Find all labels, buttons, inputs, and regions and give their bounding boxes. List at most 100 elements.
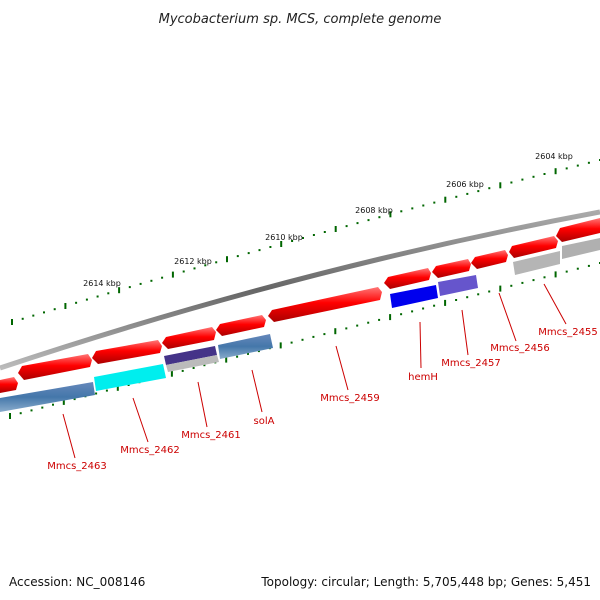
topology-text: Topology: circular; Length: 5,705,448 bp…: [260, 575, 591, 589]
minor-tick: [53, 308, 56, 311]
gene-mmcs-2462-block[interactable]: [94, 364, 166, 391]
gene-label-mmcs-2456[interactable]: Mmcs_2456: [490, 343, 550, 354]
minor-tick: [532, 279, 535, 282]
gene-sola-block[interactable]: [218, 334, 273, 359]
gene-arrow[interactable]: [556, 218, 600, 242]
minor-tick: [466, 192, 469, 195]
kbp-axis-labels: 2604 kbp 2606 kbp 2608 kbp 2610 kbp 2612…: [83, 152, 573, 288]
gene-arrow[interactable]: [471, 250, 508, 269]
gene-label-mmcs-2459[interactable]: Mmcs_2459: [320, 393, 380, 404]
minor-tick: [356, 222, 359, 225]
gene-mmcs-2461-lower[interactable]: [166, 355, 219, 372]
gene-arrow[interactable]: [92, 340, 162, 364]
leader-mmcs-2462: [132, 397, 149, 443]
minor-tick: [258, 249, 261, 252]
minor-tick: [576, 164, 579, 167]
major-tick: [499, 285, 502, 292]
gene-mmcs-2457-block[interactable]: [438, 275, 478, 296]
major-tick: [171, 271, 174, 278]
minor-tick: [19, 412, 22, 415]
gene-label-hemh[interactable]: hemH: [408, 372, 438, 383]
gene-label-mmcs-2457[interactable]: Mmcs_2457: [441, 358, 501, 369]
gene-arrow[interactable]: [0, 377, 18, 393]
minor-tick: [543, 276, 546, 279]
minor-tick: [85, 298, 88, 301]
gene-arrow[interactable]: [509, 236, 558, 258]
minor-tick: [433, 304, 436, 307]
forward-strand-genes: [0, 218, 600, 393]
minor-tick: [301, 338, 304, 341]
minor-tick: [215, 261, 218, 264]
major-tick: [280, 241, 283, 247]
minor-tick: [312, 234, 315, 236]
minor-tick: [455, 299, 458, 301]
minor-tick: [105, 389, 108, 392]
minor-tick: [323, 231, 326, 233]
genome-backbone: [0, 209, 600, 371]
minor-tick: [161, 276, 164, 279]
minor-tick: [477, 293, 480, 296]
gene-mmcs-2461-block[interactable]: [164, 346, 217, 365]
major-tick: [225, 356, 228, 363]
gene-arrow[interactable]: [268, 287, 382, 322]
gene-arrow[interactable]: [162, 327, 216, 349]
accession-text: Accession: NC_008146: [9, 575, 145, 589]
minor-tick: [345, 327, 348, 330]
minor-tick: [532, 175, 535, 178]
minor-tick: [466, 296, 469, 299]
minor-tick: [521, 281, 524, 284]
minor-tick: [433, 201, 436, 204]
major-tick: [11, 319, 13, 325]
minor-tick: [510, 284, 513, 287]
gene-arrow[interactable]: [18, 354, 92, 380]
major-tick: [62, 398, 65, 405]
kbp-label-2612: 2612 kbp: [174, 257, 212, 266]
gene-arrow[interactable]: [432, 259, 471, 278]
gene-label-mmcs-2463[interactable]: Mmcs_2463: [47, 461, 107, 472]
minor-tick: [43, 311, 45, 314]
minor-tick: [565, 270, 568, 273]
gene-arrow[interactable]: [216, 315, 266, 336]
major-tick: [9, 413, 11, 419]
kbp-label-2606: 2606 kbp: [446, 180, 484, 189]
minor-tick: [95, 392, 98, 395]
minor-tick: [378, 216, 381, 219]
gene-label-mmcs-2455[interactable]: Mmcs_2455: [538, 327, 598, 338]
gene-arrow[interactable]: [384, 268, 431, 289]
minor-tick: [128, 286, 131, 289]
gene-label-mmcs-2461[interactable]: Mmcs_2461: [181, 430, 241, 441]
major-tick: [64, 303, 67, 309]
kbp-label-2614: 2614 kbp: [83, 279, 121, 288]
minor-tick: [290, 341, 293, 344]
minor-tick: [236, 255, 239, 258]
minor-tick: [488, 290, 491, 293]
minor-tick: [345, 225, 348, 228]
major-tick: [279, 342, 282, 349]
major-tick: [334, 226, 337, 232]
minor-tick: [356, 324, 359, 327]
gene-label-mmcs-2462[interactable]: Mmcs_2462: [120, 445, 180, 456]
minor-tick: [510, 181, 513, 184]
minor-tick: [576, 267, 579, 270]
minor-tick: [521, 178, 524, 181]
gene-mmcs-2455-block[interactable]: [562, 238, 600, 259]
minor-tick: [41, 406, 44, 409]
minor-tick: [75, 301, 78, 304]
gene-hemh-block[interactable]: [390, 285, 438, 308]
minor-tick: [182, 270, 185, 273]
kbp-label-2610: 2610 kbp: [265, 233, 303, 242]
minor-tick: [204, 264, 207, 267]
minor-tick: [52, 403, 54, 406]
minor-tick: [21, 317, 24, 320]
minor-tick: [477, 190, 480, 193]
gene-mmcs-2463-block[interactable]: [0, 382, 95, 412]
minor-tick: [565, 167, 568, 170]
minor-tick: [411, 310, 414, 313]
minor-tick: [400, 210, 403, 213]
reverse-strand-genes: [0, 238, 600, 412]
minor-tick: [587, 161, 590, 164]
gene-label-sola[interactable]: solA: [254, 416, 275, 427]
major-tick: [554, 168, 557, 175]
major-tick: [444, 299, 447, 306]
gene-mmcs-2456-block[interactable]: [513, 251, 560, 275]
